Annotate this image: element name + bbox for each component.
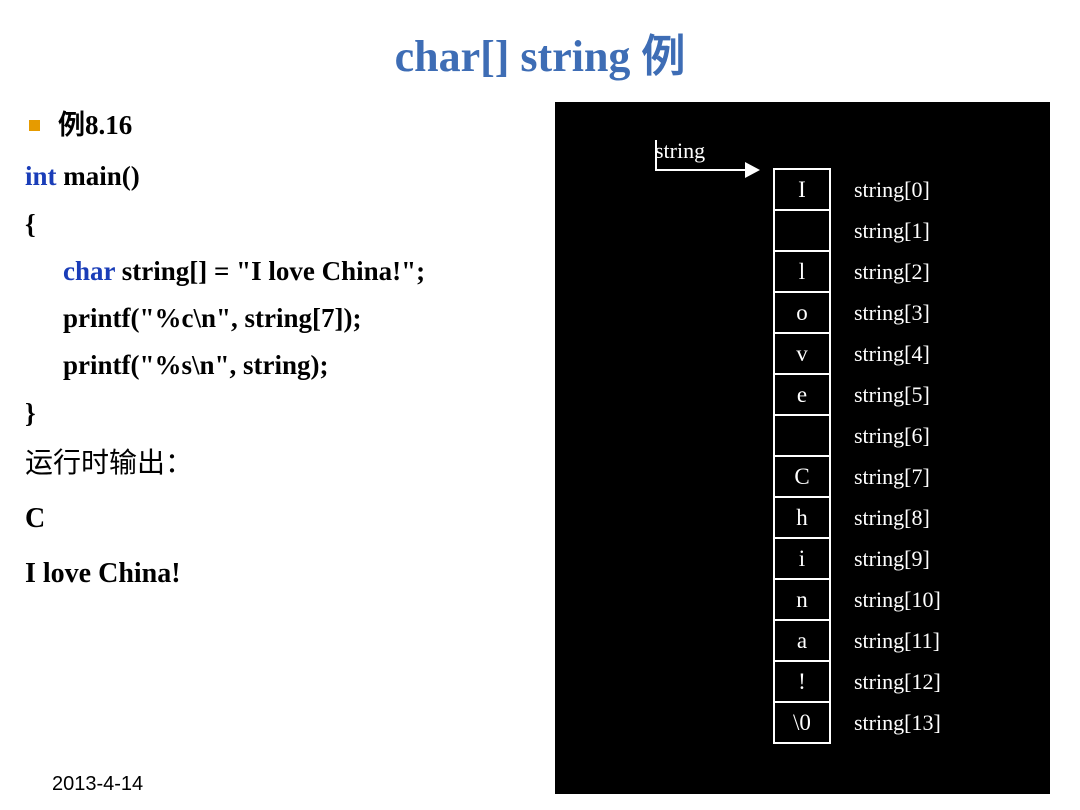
- index-label: string[9]: [850, 537, 941, 580]
- index-label: string[3]: [850, 291, 941, 334]
- square-bullet-icon: [29, 120, 40, 131]
- keyword-int: int: [25, 161, 57, 191]
- array-cell: a: [773, 619, 831, 662]
- index-label: string[12]: [850, 660, 941, 703]
- index-label: string[5]: [850, 373, 941, 416]
- array-cell: l: [773, 250, 831, 293]
- output-line-1: C: [25, 494, 555, 543]
- code-line-6: }: [25, 390, 555, 437]
- index-label: string[1]: [850, 209, 941, 252]
- code-line-3: char string[] = "I love China!";: [25, 248, 555, 295]
- content-area: 例8.16 int main() { char string[] = "I lo…: [0, 102, 1080, 794]
- code-line-1: int main(): [25, 153, 555, 200]
- code-line-4: printf("%c\n", string[7]);: [25, 295, 555, 342]
- index-label: string[2]: [850, 250, 941, 293]
- index-label: string[13]: [850, 701, 941, 744]
- array-cell: C: [773, 455, 831, 498]
- bullet-item: 例8.16: [25, 102, 555, 149]
- keyword-char: char: [63, 256, 115, 286]
- array-cell: [773, 209, 831, 252]
- right-column: string I love China!\0 string[0]string[1…: [555, 102, 1050, 794]
- output-line-2: I love China!: [25, 549, 555, 598]
- index-labels: string[0]string[1]string[2]string[3]stri…: [850, 170, 941, 744]
- array-cell: h: [773, 496, 831, 539]
- index-label: string[11]: [850, 619, 941, 662]
- array-cell: \0: [773, 701, 831, 744]
- index-label: string[7]: [850, 455, 941, 498]
- array-cell: I: [773, 168, 831, 211]
- output-label: 运行时输出：: [25, 439, 555, 488]
- array-cells: I love China!\0: [773, 170, 831, 744]
- index-label: string[10]: [850, 578, 941, 621]
- bullet-text: 例8.16: [58, 102, 132, 149]
- code-line-2: {: [25, 201, 555, 248]
- arrow-icon: [655, 160, 765, 184]
- code-text: string[] = "I love China!";: [115, 256, 425, 286]
- array-cell: v: [773, 332, 831, 375]
- index-label: string[8]: [850, 496, 941, 539]
- slide-title: char[] string 例: [0, 0, 1080, 102]
- slide-date: 2013-4-14: [52, 773, 143, 796]
- array-cell: [773, 414, 831, 457]
- array-cell: e: [773, 373, 831, 416]
- array-diagram: string I love China!\0 string[0]string[1…: [555, 102, 1050, 794]
- index-label: string[4]: [850, 332, 941, 375]
- array-cell: i: [773, 537, 831, 580]
- left-column: 例8.16 int main() { char string[] = "I lo…: [25, 102, 555, 794]
- code-text: main(): [57, 161, 140, 191]
- index-label: string[0]: [850, 168, 941, 211]
- array-cell: !: [773, 660, 831, 703]
- code-line-5: printf("%s\n", string);: [25, 342, 555, 389]
- index-label: string[6]: [850, 414, 941, 457]
- array-cell: o: [773, 291, 831, 334]
- array-cell: n: [773, 578, 831, 621]
